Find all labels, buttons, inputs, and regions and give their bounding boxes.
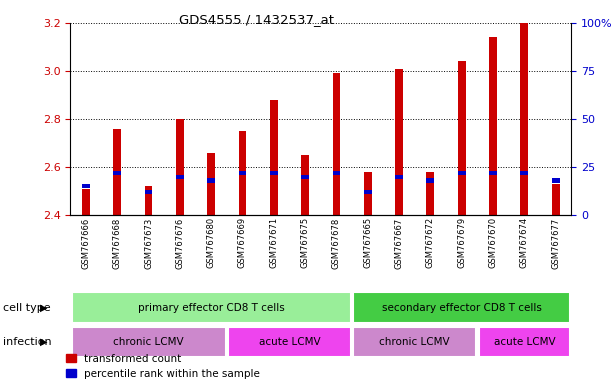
Bar: [176, 119, 184, 215]
Text: GSM767668: GSM767668: [113, 217, 122, 268]
Text: GDS4555 / 1432537_at: GDS4555 / 1432537_at: [179, 13, 334, 26]
Bar: [113, 129, 121, 215]
Bar: [332, 73, 340, 215]
Bar: [301, 155, 309, 215]
Bar: [364, 172, 371, 215]
Text: GSM767665: GSM767665: [364, 217, 372, 268]
Bar: [207, 152, 215, 215]
Bar: [176, 174, 184, 179]
Bar: [332, 170, 340, 175]
Text: GSM767669: GSM767669: [238, 217, 247, 268]
Text: GSM767678: GSM767678: [332, 217, 341, 268]
Bar: [270, 170, 278, 175]
Text: acute LCMV: acute LCMV: [258, 337, 320, 347]
Text: primary effector CD8 T cells: primary effector CD8 T cells: [138, 303, 285, 313]
Text: ▶: ▶: [40, 337, 48, 347]
Text: GSM767674: GSM767674: [520, 217, 529, 268]
Bar: [207, 178, 215, 182]
Bar: [228, 326, 351, 358]
Bar: [238, 170, 246, 175]
Bar: [426, 172, 434, 215]
Bar: [489, 38, 497, 215]
Bar: [478, 326, 570, 358]
Text: chronic LCMV: chronic LCMV: [379, 337, 450, 347]
Bar: [364, 190, 371, 194]
Bar: [82, 189, 90, 215]
Bar: [458, 61, 466, 215]
Text: ▶: ▶: [40, 303, 48, 313]
Bar: [353, 326, 476, 358]
Bar: [489, 170, 497, 175]
Text: GSM767666: GSM767666: [81, 217, 90, 268]
Text: GSM767667: GSM767667: [395, 217, 403, 268]
Legend: transformed count, percentile rank within the sample: transformed count, percentile rank withi…: [67, 354, 260, 379]
Bar: [353, 292, 570, 323]
Text: GSM767676: GSM767676: [175, 217, 185, 268]
Text: acute LCMV: acute LCMV: [494, 337, 555, 347]
Text: GSM767670: GSM767670: [489, 217, 497, 268]
Text: GSM767677: GSM767677: [551, 217, 560, 268]
Bar: [301, 174, 309, 179]
Bar: [270, 100, 278, 215]
Text: GSM767680: GSM767680: [207, 217, 216, 268]
Text: GSM767675: GSM767675: [301, 217, 310, 268]
Text: infection: infection: [3, 337, 52, 347]
Text: chronic LCMV: chronic LCMV: [113, 337, 184, 347]
Bar: [552, 178, 560, 182]
Bar: [71, 326, 225, 358]
Bar: [552, 184, 560, 215]
Bar: [71, 292, 351, 323]
Bar: [238, 131, 246, 215]
Bar: [458, 170, 466, 175]
Text: GSM767671: GSM767671: [269, 217, 278, 268]
Bar: [395, 69, 403, 215]
Text: GSM767672: GSM767672: [426, 217, 435, 268]
Bar: [521, 170, 529, 175]
Bar: [426, 178, 434, 182]
Bar: [395, 174, 403, 179]
Bar: [145, 186, 153, 215]
Text: secondary effector CD8 T cells: secondary effector CD8 T cells: [382, 303, 541, 313]
Bar: [113, 170, 121, 175]
Bar: [145, 190, 153, 194]
Bar: [82, 184, 90, 188]
Text: GSM767673: GSM767673: [144, 217, 153, 268]
Bar: [521, 23, 529, 215]
Text: GSM767679: GSM767679: [457, 217, 466, 268]
Text: cell type: cell type: [3, 303, 51, 313]
